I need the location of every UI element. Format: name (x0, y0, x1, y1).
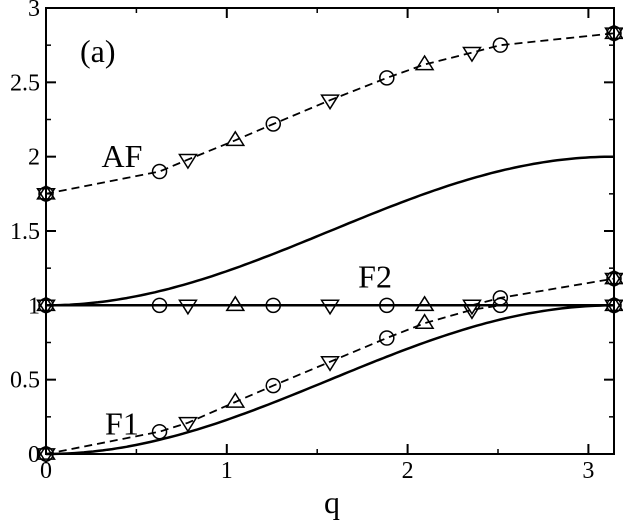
y-tick-label: 2 (28, 145, 40, 171)
y-tick-label: 1 (28, 293, 40, 319)
circle-marker (492, 297, 509, 314)
triangle-down-marker (320, 299, 340, 316)
triangle-up-marker (414, 295, 435, 312)
axis-ticks (45, 7, 614, 455)
triangle-down-marker (178, 153, 198, 170)
y-tick-label: 3 (28, 0, 40, 22)
chart-annotations: AF F2 F1 (101, 138, 391, 442)
x-axis-label: q (324, 484, 340, 520)
triangle-up-marker (414, 54, 435, 71)
circle-marker (492, 290, 509, 306)
triangle-down-marker (462, 299, 482, 316)
triangle-down-marker (178, 416, 198, 433)
triangle-down-marker (462, 46, 482, 63)
triangle-down-marker (462, 303, 482, 320)
annotation-f1: F1 (105, 406, 139, 442)
triangle-up-marker (225, 130, 246, 147)
y-tick-label: 1.5 (10, 219, 40, 245)
chart-markers (36, 23, 623, 464)
circle-marker (492, 37, 509, 53)
overlap-triangle-up (36, 444, 56, 460)
annotation-f2: F2 (358, 258, 392, 294)
chart-curves (45, 32, 615, 456)
triangle-down-marker (320, 94, 340, 111)
x-tick-label: 3 (582, 458, 594, 484)
x-tick-label: 1 (221, 458, 233, 484)
triangle-up-marker (225, 392, 246, 408)
series-line-4 (45, 32, 615, 195)
circle-marker (379, 330, 395, 346)
x-tick-label: 0 (40, 458, 52, 484)
series-line-5 (471, 277, 615, 307)
triangle-down-marker (178, 299, 198, 316)
y-tick-label: 0 (28, 442, 40, 468)
circle-marker (151, 423, 168, 440)
circle-marker (151, 163, 168, 180)
triangle-down-marker (320, 355, 340, 372)
circle-marker (151, 297, 168, 314)
circle-marker (379, 297, 395, 314)
series-line-3 (46, 304, 615, 456)
circle-marker (379, 70, 395, 86)
y-tick-label: 2.5 (10, 70, 40, 96)
axis-tick-labels: 0 1 2 3 0 0.5 1 1.5 2 2.5 3 (10, 0, 594, 484)
triangle-up-marker (225, 295, 246, 312)
y-tick-label: 0.5 (10, 368, 40, 394)
series-line-6 (45, 304, 614, 455)
circle-marker (265, 297, 282, 314)
triangle-up-marker (414, 313, 435, 330)
series-line-1 (46, 155, 614, 307)
circle-marker (265, 377, 282, 394)
annotation-af: AF (101, 138, 142, 174)
panel-label: (a) (80, 33, 116, 69)
circle-marker (265, 116, 282, 132)
x-tick-label: 2 (402, 458, 414, 484)
